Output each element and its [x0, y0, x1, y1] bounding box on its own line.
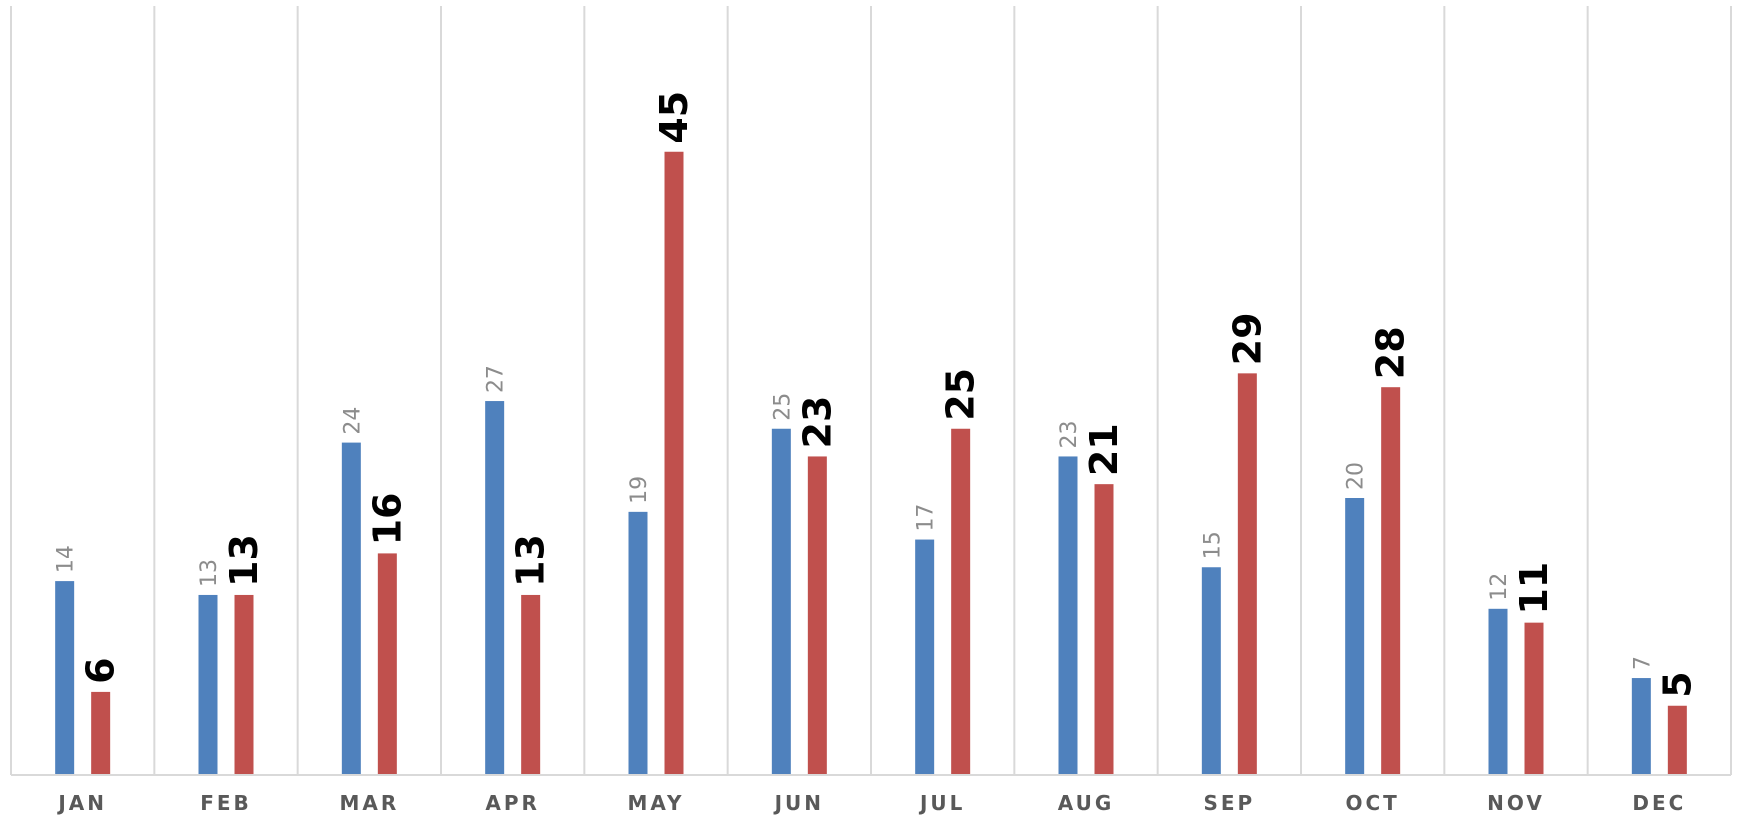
bar-series-2-apr [521, 594, 541, 775]
x-tick-label-sep: SEP [1203, 791, 1255, 815]
bar-series-2-aug [1094, 484, 1114, 775]
x-tick-label-feb: FEB [200, 791, 252, 815]
data-label-series-2-dec: 5 [1655, 671, 1699, 697]
bar-series-1-apr [485, 401, 505, 775]
data-label-series-1-oct: 20 [1344, 462, 1369, 490]
data-label-series-1-jan: 14 [54, 545, 79, 573]
x-tick-label-nov: NOV [1487, 791, 1545, 815]
bar-series-2-sep [1237, 373, 1257, 775]
data-label-series-1-may: 19 [627, 476, 652, 504]
data-label-series-1-feb: 13 [197, 559, 222, 587]
bar-series-2-jan [91, 691, 111, 775]
bar-series-1-dec [1631, 678, 1651, 775]
bar-series-1-aug [1058, 456, 1078, 775]
data-label-series-2-may: 45 [652, 91, 696, 144]
bar-series-1-mar [341, 442, 361, 775]
data-label-series-1-aug: 23 [1057, 420, 1082, 448]
bar-series-2-mar [377, 553, 397, 775]
data-label-series-1-mar: 24 [340, 407, 365, 435]
bar-series-2-oct [1381, 387, 1401, 775]
x-tick-label-dec: DEC [1632, 791, 1686, 815]
bar-series-2-feb [234, 594, 254, 775]
data-label-series-2-sep: 29 [1225, 312, 1269, 365]
data-label-series-1-jun: 25 [770, 393, 795, 421]
bar-series-2-nov [1524, 622, 1544, 775]
bar-series-1-jan [55, 581, 75, 775]
data-label-series-1-dec: 7 [1630, 656, 1655, 670]
x-tick-label-may: MAY [628, 791, 685, 815]
x-axis: JAN FEB MAR APR MAY JUN JUL AUG SEP OCT NOV DEC [11, 774, 1731, 815]
bar-series-1-sep [1201, 567, 1221, 775]
bar-series-1-jul [915, 539, 935, 775]
bar-series-2-may [664, 151, 684, 775]
x-tick-label-mar: MAR [339, 791, 399, 815]
data-label-series-2-feb: 13 [222, 534, 266, 587]
data-label-series-2-nov: 11 [1512, 562, 1556, 615]
data-label-series-2-mar: 16 [365, 493, 409, 546]
bar-series-1-feb [198, 594, 218, 775]
bar-series-2-jun [807, 456, 827, 775]
gridlines [10, 6, 1732, 775]
bar-series-2-dec [1667, 705, 1687, 775]
x-tick-label-apr: APR [485, 791, 540, 815]
bars [55, 151, 1687, 775]
bar-series-1-may [628, 511, 648, 775]
bar-series-1-nov [1488, 608, 1508, 775]
x-tick-label-jul: JUL [918, 791, 965, 815]
data-label-series-2-jul: 25 [939, 368, 983, 421]
bar-series-1-jun [771, 428, 791, 775]
x-tick-label-oct: OCT [1346, 791, 1400, 815]
data-label-series-1-jul: 17 [914, 504, 939, 532]
data-label-series-2-jan: 6 [79, 657, 123, 683]
data-label-series-2-oct: 28 [1369, 326, 1413, 379]
bar-series-1-oct [1345, 498, 1365, 775]
data-label-series-2-jun: 23 [795, 396, 839, 449]
x-tick-label-jan: JAN [56, 791, 107, 815]
data-label-series-1-sep: 15 [1200, 531, 1225, 559]
x-tick-label-jun: JUN [773, 791, 824, 815]
data-label-series-1-apr: 27 [484, 365, 509, 393]
bar-series-2-jul [951, 428, 971, 775]
data-label-series-1-nov: 12 [1487, 573, 1512, 601]
data-label-series-2-apr: 13 [509, 534, 553, 587]
x-tick-label-aug: AUG [1058, 791, 1115, 815]
data-label-series-2-aug: 21 [1082, 423, 1126, 476]
